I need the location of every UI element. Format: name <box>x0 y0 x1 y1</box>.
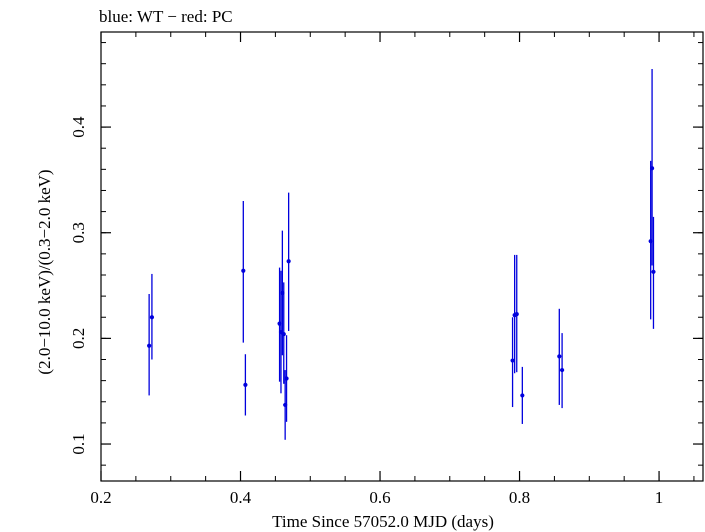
data-point <box>510 317 515 408</box>
data-point <box>559 333 565 409</box>
data-marker <box>286 259 291 264</box>
y-tick-labels: 0.1 0.2 0.3 0.4 <box>69 116 88 455</box>
data-marker <box>649 166 655 171</box>
y-tick-label: 0.3 <box>69 222 88 243</box>
data-marker <box>281 332 286 337</box>
data-marker <box>241 268 246 273</box>
data-marker <box>243 382 248 387</box>
x-tick-label: 0.2 <box>90 488 111 507</box>
data-marker <box>557 354 562 359</box>
data-marker <box>147 343 152 348</box>
data-point <box>147 294 152 396</box>
minor-ticks <box>100 32 703 481</box>
data-marker <box>284 376 289 381</box>
data-marker <box>149 315 155 320</box>
data-point <box>286 192 291 331</box>
data-point <box>514 254 519 373</box>
plot-frame <box>100 31 704 482</box>
y-tick-label: 0.2 <box>69 328 88 349</box>
data-point <box>520 366 525 424</box>
data-point <box>281 282 286 384</box>
x-axis-label: Time Since 57052.0 MJD (days) <box>272 512 494 531</box>
data-marker <box>651 269 656 274</box>
x-tick-label: 1 <box>655 488 664 507</box>
x-tick-label: 0.6 <box>369 488 390 507</box>
y-tick-label: 0.1 <box>69 433 88 454</box>
data-point <box>651 216 656 329</box>
data-marker <box>559 367 565 373</box>
plot-border <box>100 31 704 482</box>
data-point <box>649 68 655 266</box>
x-tick-labels: 0.2 0.4 0.6 0.8 1 <box>90 488 663 507</box>
data-point <box>243 354 248 416</box>
y-axis-label: (2.0−10.0 keV)/(0.3−2.0 keV) <box>35 169 54 374</box>
major-ticks <box>100 32 703 481</box>
chart-title: blue: WT − red: PC <box>99 7 233 26</box>
x-tick-label: 0.8 <box>509 488 530 507</box>
data-point <box>149 273 155 360</box>
data-marker <box>514 311 519 317</box>
data-points <box>147 68 656 440</box>
data-point <box>557 308 562 405</box>
x-tick-label: 0.4 <box>230 488 252 507</box>
y-tick-label: 0.4 <box>69 116 88 138</box>
data-point <box>284 335 289 422</box>
data-point <box>241 201 246 343</box>
data-marker <box>520 393 525 398</box>
data-marker <box>510 358 515 363</box>
